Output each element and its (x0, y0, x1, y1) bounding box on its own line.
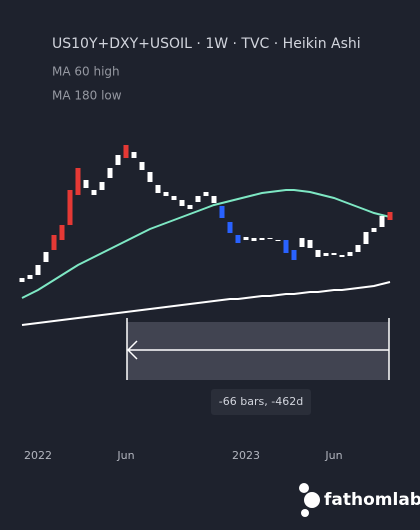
x-tick-label: Jun (324, 449, 342, 462)
x-tick-label: 2023 (232, 449, 260, 462)
candle-body (243, 237, 249, 240)
candle-body (363, 232, 369, 244)
candle-body (99, 182, 105, 190)
candle-body (67, 190, 73, 225)
candle-body (91, 190, 97, 195)
candle-body (355, 245, 361, 252)
candle-body (379, 216, 385, 227)
measure-arrowhead (126, 340, 138, 360)
candle-body (275, 240, 281, 241)
candle-body (331, 253, 337, 255)
candle-body (187, 205, 193, 209)
moving-average-line (21, 189, 391, 299)
brand-logo: fathomlab (299, 483, 420, 517)
candle-body (227, 222, 233, 233)
legend: MA 60 high MA 180 low (52, 65, 122, 103)
candle-body (27, 275, 33, 279)
candle-body (211, 196, 217, 203)
candle-body (299, 238, 305, 247)
measure-range (127, 322, 389, 380)
candle-body (267, 238, 273, 239)
candle-body (235, 235, 241, 243)
measure-tool: -66 bars, -462d (126, 318, 390, 415)
candle-body (43, 252, 49, 262)
candle-body (315, 250, 321, 257)
candle-body (179, 200, 185, 206)
candle-body (115, 155, 121, 165)
candle-body (291, 250, 297, 260)
x-tick-label: 2022 (24, 449, 52, 462)
measure-label: -66 bars, -462d (219, 395, 303, 408)
chart-title: US10Y+DXY+USOIL · 1W · TVC · Heikin Ashi (52, 36, 361, 52)
candle-body (283, 240, 289, 253)
candle-body (131, 152, 137, 158)
x-tick-label: Jun (116, 449, 134, 462)
brand-name: fathomlab (324, 490, 420, 510)
candle-body (203, 192, 209, 196)
candle-body (251, 238, 257, 241)
legend-entry: MA 180 low (52, 89, 122, 103)
candle-body (139, 162, 145, 170)
candle-body (219, 206, 225, 218)
legend-entry: MA 60 high (52, 65, 120, 79)
candle-body (163, 192, 169, 196)
candle-body (35, 265, 41, 275)
candle-body (171, 196, 177, 200)
candle-body (307, 240, 313, 248)
measure-label-box (211, 389, 311, 415)
candle-body (123, 145, 129, 158)
candle-body (347, 252, 353, 256)
candle-body (195, 196, 201, 202)
logo-dot (301, 509, 309, 517)
candle-body (155, 185, 161, 193)
candle-body (51, 235, 57, 250)
logo-dot (304, 492, 320, 508)
candle-body (19, 278, 25, 282)
candle-body (83, 180, 89, 188)
logo-dot (299, 483, 309, 493)
candle-body (371, 228, 377, 232)
candle-body (147, 172, 153, 182)
candle-body (107, 168, 113, 178)
candle-body (259, 238, 265, 240)
candle-body (75, 168, 81, 195)
candle-body (323, 253, 329, 256)
candle-body (339, 255, 345, 257)
candle-body (387, 212, 393, 220)
moving-average-line (21, 281, 391, 326)
candle-body (59, 225, 65, 240)
